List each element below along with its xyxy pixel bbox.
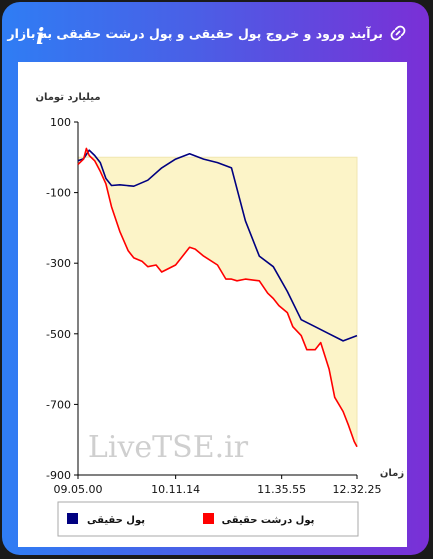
y-tick-label: -700 (46, 398, 71, 411)
link-icon[interactable] (389, 24, 407, 42)
x-tick-label: 09.05.00 (54, 483, 103, 496)
legend-label-real-money: پول حقیقی (87, 515, 145, 526)
x-axis-label: زمان (380, 468, 404, 479)
info-icon[interactable]: i (36, 24, 45, 50)
x-tick-label: 11.35.55 (257, 483, 306, 496)
series-line-big-real-money (77, 147, 358, 448)
chart-title: برآیند ورود و خروج پول حقیقی و پول درشت … (7, 26, 383, 41)
chart-panel: 100 -100 -300 -500 -700 -900 09.05.00 10.11.14 1… (18, 62, 407, 547)
y-tick-label: -500 (46, 328, 71, 341)
legend-swatch-big-real-money (203, 513, 214, 524)
x-tick-label: 12.32.25 (333, 483, 382, 496)
card-header: برآیند ورود و خروج پول حقیقی و پول درشت … (2, 2, 429, 62)
y-axis-label: میلیارد تومان (35, 92, 100, 103)
area-fill-layer (77, 146, 358, 447)
series-lines-layer (77, 147, 358, 448)
x-tick-label: 10.11.14 (151, 483, 200, 496)
y-tick-label: -100 (46, 187, 71, 200)
legend-label-big-real-money: پول درشت حقیقی (222, 515, 315, 526)
chart-card: برآیند ورود و خروج پول حقیقی و پول درشت … (2, 2, 429, 555)
legend-swatch-real-money (67, 513, 78, 524)
y-tick-label: -300 (46, 257, 71, 270)
watermark: LiveTSE.ir (88, 430, 249, 465)
legend: پول حقیقی پول درشت حقیقی (57, 501, 359, 537)
y-tick-label: 100 (50, 116, 71, 129)
area-fill (77, 146, 358, 447)
series-line-real-money (77, 149, 358, 342)
y-tick-label: -900 (46, 469, 71, 482)
